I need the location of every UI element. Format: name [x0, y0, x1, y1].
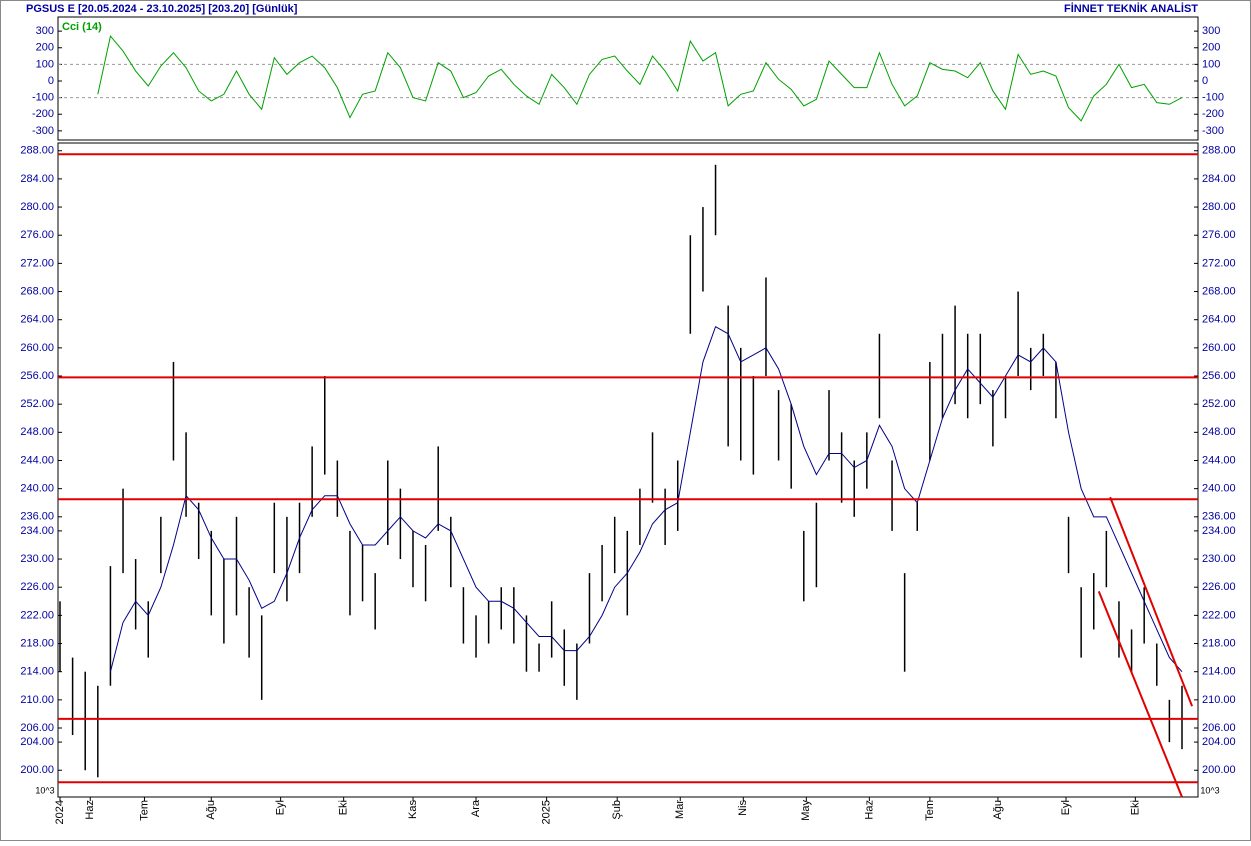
- x-tick-label: Ağu: [205, 800, 217, 820]
- y-tick-label: 200.00: [20, 764, 54, 776]
- y-tick-label: 288.00: [1202, 145, 1236, 157]
- x-tick-label: Eki: [338, 800, 350, 815]
- y-tick-label: 264.00: [1202, 314, 1236, 326]
- y-tick-label: 226.00: [1202, 581, 1236, 593]
- y-tick-label: 236.00: [1202, 511, 1236, 523]
- title: PGSUS E [20.05.2024 - 23.10.2025] [203.2…: [26, 3, 298, 15]
- y-tick-label: 248.00: [1202, 426, 1236, 438]
- x-tick-label: Nis: [737, 800, 749, 816]
- y-tick-label: 276.00: [20, 229, 54, 241]
- y-tick-label: 240.00: [20, 483, 54, 495]
- y-tick-label: 284.00: [1202, 173, 1236, 185]
- y-tick-label: 214.00: [20, 666, 54, 678]
- y-tick-label: 234.00: [20, 525, 54, 537]
- y-tick-label: 268.00: [1202, 285, 1236, 297]
- y-tick-label: 200.00: [1202, 764, 1236, 776]
- moving-average: [109, 326, 1183, 673]
- cci-panel: [57, 16, 1199, 141]
- x-tick-label: Eki: [1129, 800, 1141, 815]
- y-tick-label: 218.00: [20, 637, 54, 649]
- x-tick-label: Haz: [863, 800, 875, 820]
- x-tick-label: 2025: [541, 800, 553, 824]
- legend-label: Cci (14): [62, 21, 102, 33]
- y-tick-label: 284.00: [20, 173, 54, 185]
- y-tick-label: 204.00: [20, 736, 54, 748]
- x-tick-label: Eyl: [275, 800, 287, 815]
- y-tick-label: 214.00: [1202, 666, 1236, 678]
- y-tick-label: 244.00: [1202, 454, 1236, 466]
- x-tick-label: 2024: [54, 800, 66, 824]
- y-tick-label: 200: [1202, 42, 1220, 54]
- y-tick-label: 210.00: [1202, 694, 1236, 706]
- trend-line: [1097, 591, 1183, 798]
- y-tick-label: 280.00: [1202, 201, 1236, 213]
- y-tick-label: 226.00: [20, 581, 54, 593]
- x-tick-label: Ağu: [992, 800, 1004, 820]
- y-tick-label: 248.00: [20, 426, 54, 438]
- y-tick-label: -100: [1202, 92, 1224, 104]
- y-tick-label: 218.00: [1202, 637, 1236, 649]
- y-tick-label: 0: [48, 75, 54, 87]
- trend-line: [1109, 496, 1194, 707]
- x-tick-label: Tem: [924, 800, 936, 821]
- y-tick-label: 300: [36, 25, 54, 37]
- y-tick-label: 240.00: [1202, 483, 1236, 495]
- y-tick-label: 230.00: [20, 553, 54, 565]
- y-tick-label: 288.00: [20, 145, 54, 157]
- unit-label: 10^3: [35, 785, 54, 795]
- y-tick-label: 234.00: [1202, 525, 1236, 537]
- y-tick-label: 206.00: [20, 722, 54, 734]
- y-tick-label: 210.00: [20, 694, 54, 706]
- y-tick-label: 256.00: [20, 370, 54, 382]
- x-tick-label: Ara: [470, 799, 482, 817]
- x-tick-label: Şub: [611, 800, 623, 820]
- x-tick-label: May: [800, 800, 812, 821]
- y-tick-label: -100: [32, 92, 54, 104]
- y-tick-label: -300: [1202, 125, 1224, 137]
- y-tick-label: -300: [32, 125, 54, 137]
- x-tick-label: Kas: [407, 800, 419, 819]
- y-tick-label: 236.00: [20, 511, 54, 523]
- y-tick-label: 252.00: [20, 398, 54, 410]
- y-tick-label: 0: [1202, 75, 1208, 87]
- x-tick-label: Haz: [84, 800, 96, 820]
- y-tick-label: 206.00: [1202, 722, 1236, 734]
- y-tick-label: 264.00: [20, 314, 54, 326]
- y-tick-label: 272.00: [1202, 257, 1236, 269]
- y-tick-label: 252.00: [1202, 398, 1236, 410]
- x-tick-label: Tem: [138, 800, 150, 821]
- source: FİNNET TEKNİK ANALİST: [1064, 2, 1198, 15]
- y-tick-label: 100: [1202, 58, 1220, 70]
- y-tick-label: 222.00: [20, 609, 54, 621]
- y-tick-label: 268.00: [20, 285, 54, 297]
- y-tick-label: 300: [1202, 25, 1220, 37]
- x-tick-label: Mar: [674, 800, 686, 819]
- y-tick-label: -200: [1202, 108, 1224, 120]
- y-tick-label: 260.00: [20, 342, 54, 354]
- y-tick-label: 222.00: [1202, 609, 1236, 621]
- y-tick-label: 256.00: [1202, 370, 1236, 382]
- y-tick-label: 260.00: [1202, 342, 1236, 354]
- y-tick-label: 280.00: [20, 201, 54, 213]
- y-tick-label: 200: [36, 42, 54, 54]
- unit-label: 10^3: [1200, 785, 1219, 795]
- y-tick-label: 230.00: [1202, 553, 1236, 565]
- y-tick-label: 204.00: [1202, 736, 1236, 748]
- y-tick-label: 100: [36, 58, 54, 70]
- y-tick-label: 244.00: [20, 454, 54, 466]
- x-tick-label: Eyl: [1060, 800, 1072, 815]
- y-tick-label: -200: [32, 108, 54, 120]
- price-panel: [57, 142, 1199, 798]
- y-tick-label: 272.00: [20, 257, 54, 269]
- cci-line: [97, 35, 1183, 122]
- y-tick-label: 276.00: [1202, 229, 1236, 241]
